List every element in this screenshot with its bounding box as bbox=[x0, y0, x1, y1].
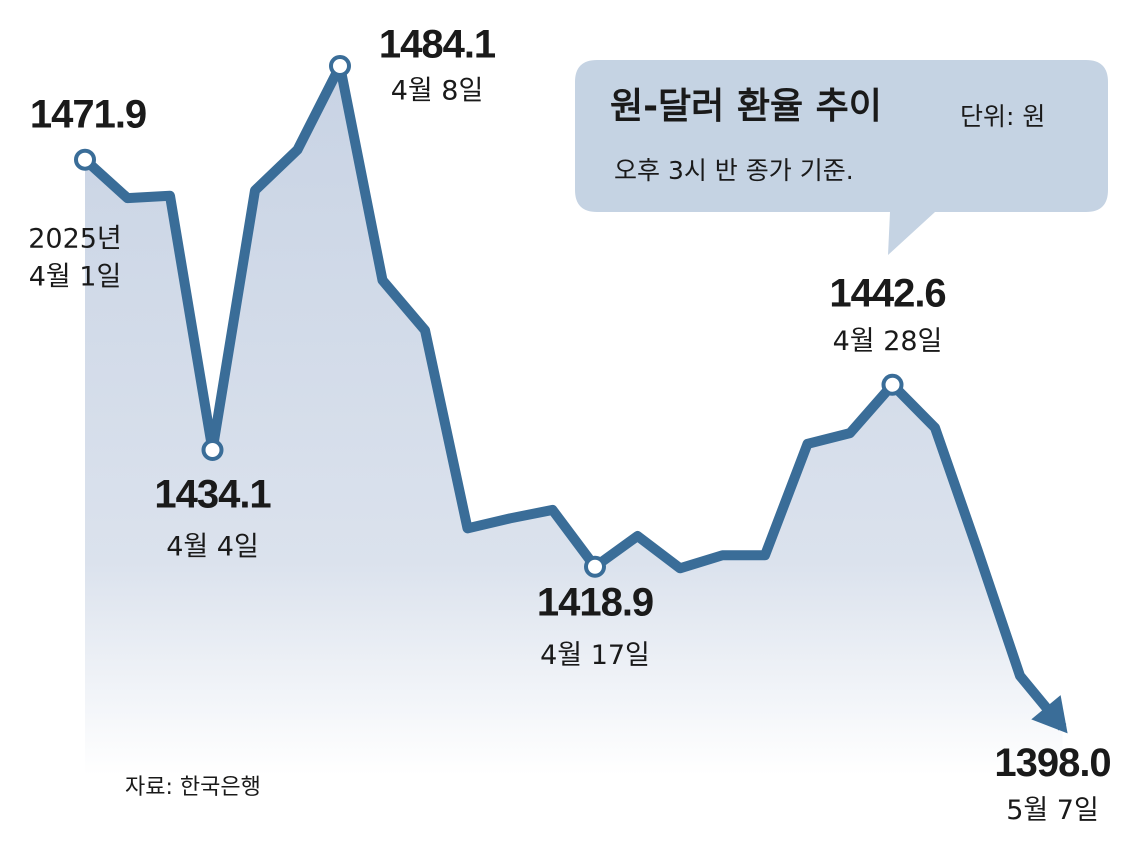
date-label: 2025년 4월 1일 bbox=[28, 223, 122, 292]
marker bbox=[329, 55, 351, 78]
value-label: 1418.9 bbox=[537, 580, 653, 624]
date-label: 4월 4일 bbox=[166, 532, 259, 563]
callout-box bbox=[575, 60, 1108, 255]
value-label: 1484.1 bbox=[379, 23, 496, 67]
value-label: 1471.9 bbox=[30, 92, 146, 136]
unit-note: 단위: 원 bbox=[960, 102, 1045, 131]
arrowhead bbox=[1031, 695, 1068, 734]
chart-title: 원-달러 환율 추이 bbox=[610, 86, 882, 127]
value-label: 1434.1 bbox=[154, 473, 271, 517]
subtitle: 오후 3시 반 종가 기준. bbox=[614, 156, 854, 185]
source: 자료: 한국은행 bbox=[125, 775, 261, 800]
area bbox=[85, 66, 1063, 775]
callout: 원-달러 환율 추이 단위: 원 오후 3시 반 종가 기준. bbox=[575, 60, 1108, 255]
marker bbox=[201, 439, 224, 462]
date-label: 4월 28일 bbox=[833, 326, 943, 357]
date-label: 4월 17일 bbox=[540, 640, 650, 671]
marker bbox=[74, 148, 96, 171]
marker bbox=[881, 373, 904, 396]
value-label: 1442.6 bbox=[829, 271, 945, 315]
value-label: 1398.0 bbox=[994, 741, 1110, 785]
plot: 1471.9 2025년 4월 1일 1434.1 4월 4일 1484.1 4월 8일 14… bbox=[28, 23, 1111, 826]
date-label: 5월 7일 bbox=[1006, 795, 1099, 826]
date-label: 4월 8일 bbox=[391, 76, 484, 107]
marker bbox=[584, 555, 606, 578]
